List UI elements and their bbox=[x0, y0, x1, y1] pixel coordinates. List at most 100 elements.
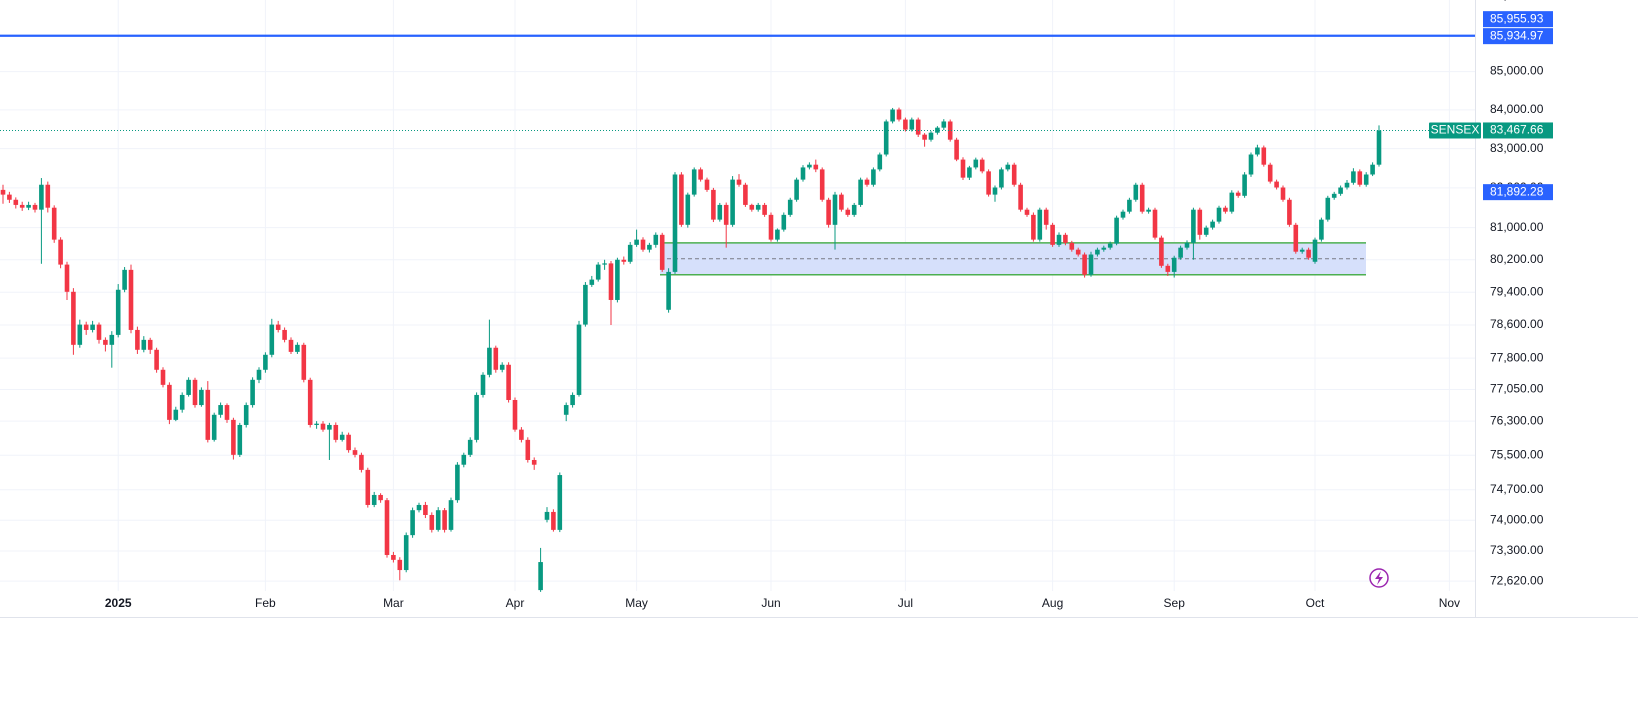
candle-body bbox=[1133, 184, 1139, 200]
candle-body bbox=[1344, 182, 1350, 188]
candle-body bbox=[378, 494, 383, 501]
y-tick-label: 80,200.00 bbox=[1490, 252, 1544, 266]
candle-body bbox=[365, 469, 371, 505]
candle-body bbox=[627, 244, 633, 262]
candle-body bbox=[58, 239, 63, 265]
y-tick-label: 76,300.00 bbox=[1490, 413, 1544, 427]
candle-body bbox=[135, 329, 140, 350]
candle-body bbox=[1203, 227, 1209, 235]
candle-body bbox=[1235, 192, 1241, 196]
candle-body bbox=[883, 121, 889, 155]
candle-body bbox=[1293, 224, 1299, 252]
candle-body bbox=[845, 209, 851, 215]
candle-body bbox=[519, 429, 524, 440]
candle-body bbox=[26, 204, 31, 208]
candle-body bbox=[621, 259, 627, 262]
y-tick-label: 85,000.00 bbox=[1490, 64, 1544, 78]
y-tick-label: 81,000.00 bbox=[1490, 220, 1544, 234]
candle-body bbox=[461, 454, 467, 465]
candle-body bbox=[749, 204, 755, 210]
candle-body bbox=[647, 244, 652, 250]
price-label: 85,955.93 bbox=[1490, 11, 1544, 25]
candle-body bbox=[1011, 164, 1017, 185]
x-tick-label: Feb bbox=[255, 596, 276, 610]
candle-body bbox=[903, 119, 908, 130]
candle-body bbox=[243, 405, 249, 425]
candle-body bbox=[333, 424, 339, 440]
candle-body bbox=[755, 204, 761, 210]
candle-body bbox=[1191, 209, 1196, 243]
candle-body bbox=[371, 494, 377, 505]
candle-body bbox=[231, 419, 236, 455]
candle-body bbox=[576, 324, 582, 395]
candle-body bbox=[109, 334, 115, 345]
candle-body bbox=[90, 324, 95, 330]
candle-body bbox=[1242, 174, 1247, 196]
y-tick-label: 79,400.00 bbox=[1490, 284, 1544, 298]
candle-body bbox=[435, 510, 441, 530]
candle-body bbox=[288, 339, 294, 352]
candle-body bbox=[455, 464, 460, 501]
candle-body bbox=[1095, 249, 1100, 255]
candle-body bbox=[275, 324, 281, 330]
candle-body bbox=[224, 405, 230, 420]
candle-body bbox=[992, 187, 998, 195]
alert-icon[interactable] bbox=[1369, 568, 1389, 588]
candle-body bbox=[1024, 209, 1030, 215]
candle-body bbox=[186, 379, 191, 395]
candle-body bbox=[1197, 209, 1203, 235]
candle-body bbox=[1165, 265, 1171, 272]
candle-body bbox=[858, 179, 863, 205]
candle-body bbox=[819, 169, 825, 200]
candle-body bbox=[1216, 207, 1222, 222]
candle-body bbox=[122, 269, 127, 290]
candle-body bbox=[711, 189, 716, 220]
candle-body bbox=[1050, 224, 1055, 245]
candle-body bbox=[935, 127, 940, 133]
candle-body bbox=[1223, 207, 1228, 212]
candle-body bbox=[45, 184, 51, 208]
candle-body bbox=[602, 263, 607, 265]
candle-body bbox=[352, 450, 358, 455]
candle-body bbox=[141, 339, 147, 350]
candle-body bbox=[83, 324, 89, 330]
alert-icon-bolt[interactable] bbox=[1375, 571, 1383, 585]
candle-body bbox=[410, 510, 415, 536]
candle-body bbox=[736, 179, 742, 185]
candle-body bbox=[205, 389, 211, 440]
candle-body bbox=[115, 289, 121, 335]
candle-body bbox=[1299, 249, 1305, 252]
candle-body bbox=[307, 379, 313, 425]
candle-body bbox=[1171, 257, 1177, 272]
candle-body bbox=[1101, 247, 1107, 250]
candle-body bbox=[327, 424, 332, 430]
candle-body bbox=[730, 179, 735, 225]
candle-body bbox=[800, 167, 806, 180]
candle-body bbox=[563, 405, 569, 415]
candle-body bbox=[1139, 184, 1145, 212]
candle-body bbox=[947, 121, 953, 140]
candle-body bbox=[339, 434, 345, 440]
candle-body bbox=[1274, 181, 1279, 188]
candle-body bbox=[615, 259, 620, 300]
y-tick-label: 84,000.00 bbox=[1490, 102, 1544, 116]
candle-body bbox=[301, 344, 307, 380]
candle-body bbox=[282, 329, 287, 340]
candle-body bbox=[1005, 164, 1011, 170]
candle-body bbox=[51, 207, 57, 240]
x-tick-label: 2025 bbox=[105, 596, 132, 610]
candle-body bbox=[839, 194, 844, 210]
price-label-box bbox=[1483, 28, 1553, 45]
candle-body bbox=[64, 264, 70, 292]
x-tick-label: Mar bbox=[383, 596, 404, 610]
candle-body bbox=[346, 434, 351, 451]
candle-body bbox=[807, 164, 812, 168]
axis-labels: 87,000.0085,000.0084,000.0083,000.0082,0… bbox=[105, 0, 1553, 610]
y-tick-label: 74,700.00 bbox=[1490, 482, 1544, 496]
candle-body bbox=[128, 269, 134, 330]
candle-body bbox=[1088, 254, 1094, 275]
candle-body bbox=[1114, 217, 1119, 244]
candle-body bbox=[787, 199, 793, 215]
